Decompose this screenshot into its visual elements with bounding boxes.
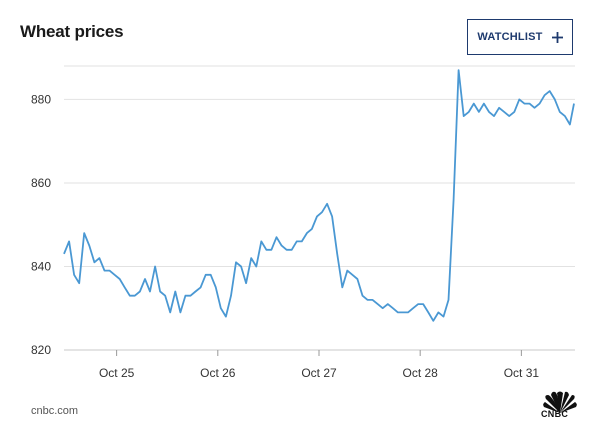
- x-tick-label: Oct 27: [301, 366, 337, 380]
- price-chart: 820 840 860 880 Oct 25 Oct 26 Oct 27 Oct 28 Oct …: [31, 65, 575, 380]
- cnbc-logo-text: CNBC: [541, 409, 569, 419]
- series-layer: [63, 69, 575, 322]
- x-tick-label: Oct 25: [99, 366, 135, 380]
- axis-labels: 820 840 860 880 Oct 25 Oct 26 Oct 27 Oct 28 Oct …: [31, 92, 539, 380]
- y-tick-label: 840: [31, 259, 51, 273]
- series-line-0: [63, 69, 575, 322]
- y-tick-label: 880: [31, 92, 51, 106]
- watchlist-label: WATCHLIST: [477, 31, 543, 43]
- y-tick-label: 860: [31, 176, 51, 190]
- y-tick-label: 820: [31, 343, 51, 357]
- chart-title: Wheat prices: [20, 22, 124, 41]
- x-tick-label: Oct 31: [504, 366, 540, 380]
- grid-lines: [64, 65, 575, 351]
- cnbc-peacock-logo: [543, 391, 577, 413]
- plus-icon: [551, 31, 563, 43]
- watchlist-button[interactable]: WATCHLIST: [467, 19, 573, 55]
- source-label: cnbc.com: [31, 405, 79, 417]
- x-tick-label: Oct 28: [403, 366, 439, 380]
- x-tick-label: Oct 26: [200, 366, 236, 380]
